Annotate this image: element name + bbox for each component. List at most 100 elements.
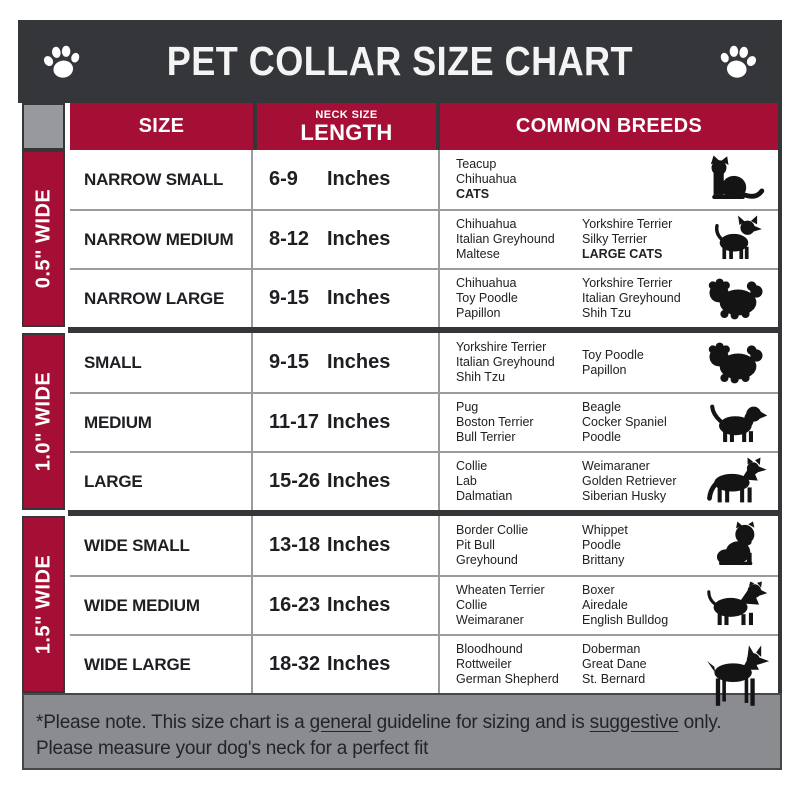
chihuahua-icon (694, 214, 778, 266)
shih-tzu-icon (694, 273, 778, 325)
paw-icon (720, 45, 757, 78)
page-title: PET COLLAR SIZE CHART (166, 38, 634, 84)
breed: Yorkshire Terrier (582, 276, 673, 290)
breed: Papillon (582, 362, 627, 377)
breed: Shih Tzu (582, 306, 632, 320)
length-cell: 11-17 Inches (253, 394, 440, 451)
width-label-15: 1.5" WIDE (22, 516, 65, 693)
length-range: 13-18 (269, 534, 321, 556)
length-unit: Inches (327, 287, 391, 309)
breed: Pug (456, 400, 479, 414)
column-header-breeds: COMMON BREEDS (515, 115, 703, 137)
column-header-neck-size: NECK SIZE (315, 108, 378, 121)
breed-list-a: Collie Lab Dalmatian (456, 459, 582, 504)
breed: Italian Greyhound (582, 291, 681, 305)
size-cell: WIDE SMALL (70, 516, 253, 575)
breed: St. Bernard (582, 672, 646, 686)
breed: Beagle (582, 400, 621, 414)
width-group-10: 1.0" WIDE SMALL 9-15 Inches Yorkshire Te… (22, 333, 782, 510)
length-unit: Inches (327, 653, 391, 675)
breed: Poodle (582, 430, 621, 444)
underlined-word: suggestive (589, 712, 679, 733)
column-headers: SIZE NECK SIZE LENGTH COMMON BREEDS (70, 103, 782, 150)
group-rows: WIDE SMALL 13-18 Inches Border Collie Pi… (70, 516, 782, 706)
breed: Yorkshire Terrier (456, 340, 547, 354)
underlined-word: general (309, 712, 372, 733)
length-unit: Inches (327, 594, 391, 616)
length-range: 16-23 (269, 594, 321, 616)
breed-list-a: Wheaten Terrier Collie Weimaraner (456, 583, 582, 628)
breed: Bloodhound (456, 642, 523, 656)
breeds-cell: Teacup Chihuahua CATS (440, 150, 778, 209)
breed: Greyhound (456, 553, 518, 567)
table-row: NARROW LARGE 9-15 Inches Chihuahua Toy P… (70, 268, 778, 327)
breed: Poodle (582, 538, 621, 552)
breed: Dalmatian (456, 489, 513, 503)
table-row: NARROW MEDIUM 8-12 Inches Chihuahua Ital… (70, 209, 778, 268)
table-row: WIDE LARGE 18-32 Inches Bloodhound Rottw… (70, 634, 778, 706)
breed: Shih Tzu (456, 370, 506, 384)
width-label-text: 1.0" WIDE (32, 371, 54, 472)
length-unit: Inches (327, 351, 391, 373)
breed: Cocker Spaniel (582, 415, 667, 429)
table-row: LARGE 15-26 Inches Collie Lab Dalmatian … (70, 451, 778, 510)
breed: English Bulldog (582, 613, 669, 627)
breed: Chihuahua (456, 276, 517, 290)
paw-icon (43, 45, 80, 78)
breed: Chihuahua (456, 217, 517, 231)
breed: Siberian Husky (582, 489, 667, 503)
breed: Silky Terrier (582, 232, 648, 246)
width-group-05: 0.5" WIDE NARROW SMALL 6-9 Inches Teacup… (22, 150, 782, 327)
breed: Brittany (582, 553, 625, 567)
length-range: 9-15 (269, 351, 310, 373)
width-group-15: 1.5" WIDE WIDE SMALL 13-18 Inches Border… (22, 516, 782, 706)
length-unit: Inches (327, 534, 391, 556)
breed: Rottweiler (456, 657, 512, 671)
breed: Lab (456, 474, 477, 488)
breed: Bull Terrier (456, 430, 516, 444)
width-label-text: 0.5" WIDE (32, 188, 54, 289)
breed: Papillon (456, 306, 501, 320)
breed: Collie (456, 459, 488, 473)
breed: CATS (456, 187, 490, 201)
table-header-row: SIZE NECK SIZE LENGTH COMMON BREEDS (22, 103, 782, 150)
breeds-cell: Chihuahua Italian Greyhound Maltese York… (440, 211, 778, 268)
breed-list-b: Yorkshire Terrier Italian Greyhound Shih… (582, 276, 694, 321)
breeds-cell: Chihuahua Toy Poodle Papillon Yorkshire … (440, 270, 778, 327)
length-range: 8-12 (269, 228, 310, 250)
length-cell: 15-26 Inches (253, 453, 440, 510)
column-header-length-label: LENGTH (300, 119, 393, 145)
breed: Toy Poodle (582, 347, 644, 362)
length-cell: 6-9 Inches (253, 150, 440, 209)
breed: Wheaten Terrier (456, 583, 545, 597)
table-row: WIDE SMALL 13-18 Inches Border Collie Pi… (70, 516, 778, 575)
breed: Weimaraner (582, 459, 650, 473)
length-range: 18-32 (269, 653, 321, 675)
width-label-10: 1.0" WIDE (22, 333, 65, 510)
group-separator (22, 510, 782, 516)
breed-list-b: Whippet Poodle Brittany (582, 523, 694, 568)
length-range: 15-26 (269, 470, 321, 492)
breed: Collie (456, 598, 488, 612)
length-range: 6-9 (269, 168, 298, 190)
breed: Pit Bull (456, 538, 495, 552)
breeds-cell: Collie Lab Dalmatian Weimaraner Golden R… (440, 453, 778, 510)
breed: LARGE CATS (582, 247, 663, 261)
sitting-cat-icon (694, 154, 778, 206)
breed: Italian Greyhound (456, 232, 555, 246)
breed: Boxer (582, 583, 615, 597)
size-cell: LARGE (70, 453, 253, 510)
breed: Toy Poodle (456, 291, 518, 305)
breed-list-a: Teacup Chihuahua CATS (456, 157, 582, 202)
column-header-length: NECK SIZE LENGTH (253, 103, 440, 150)
doberman-standing-icon (694, 627, 778, 706)
breed-list-b: Weimaraner Golden Retriever Siberian Hus… (582, 459, 694, 504)
breed: Italian Greyhound (456, 355, 555, 369)
length-cell: 16-23 Inches (253, 577, 440, 634)
breed-list-b: Beagle Cocker Spaniel Poodle (582, 400, 694, 445)
size-cell: NARROW SMALL (70, 150, 253, 209)
group-rows: NARROW SMALL 6-9 Inches Teacup Chihuahua… (70, 150, 782, 327)
length-cell: 18-32 Inches (253, 636, 440, 693)
breed-list-a: Chihuahua Italian Greyhound Maltese (456, 217, 582, 262)
table-row: SMALL 9-15 Inches Yorkshire Terrier Ital… (70, 333, 778, 392)
